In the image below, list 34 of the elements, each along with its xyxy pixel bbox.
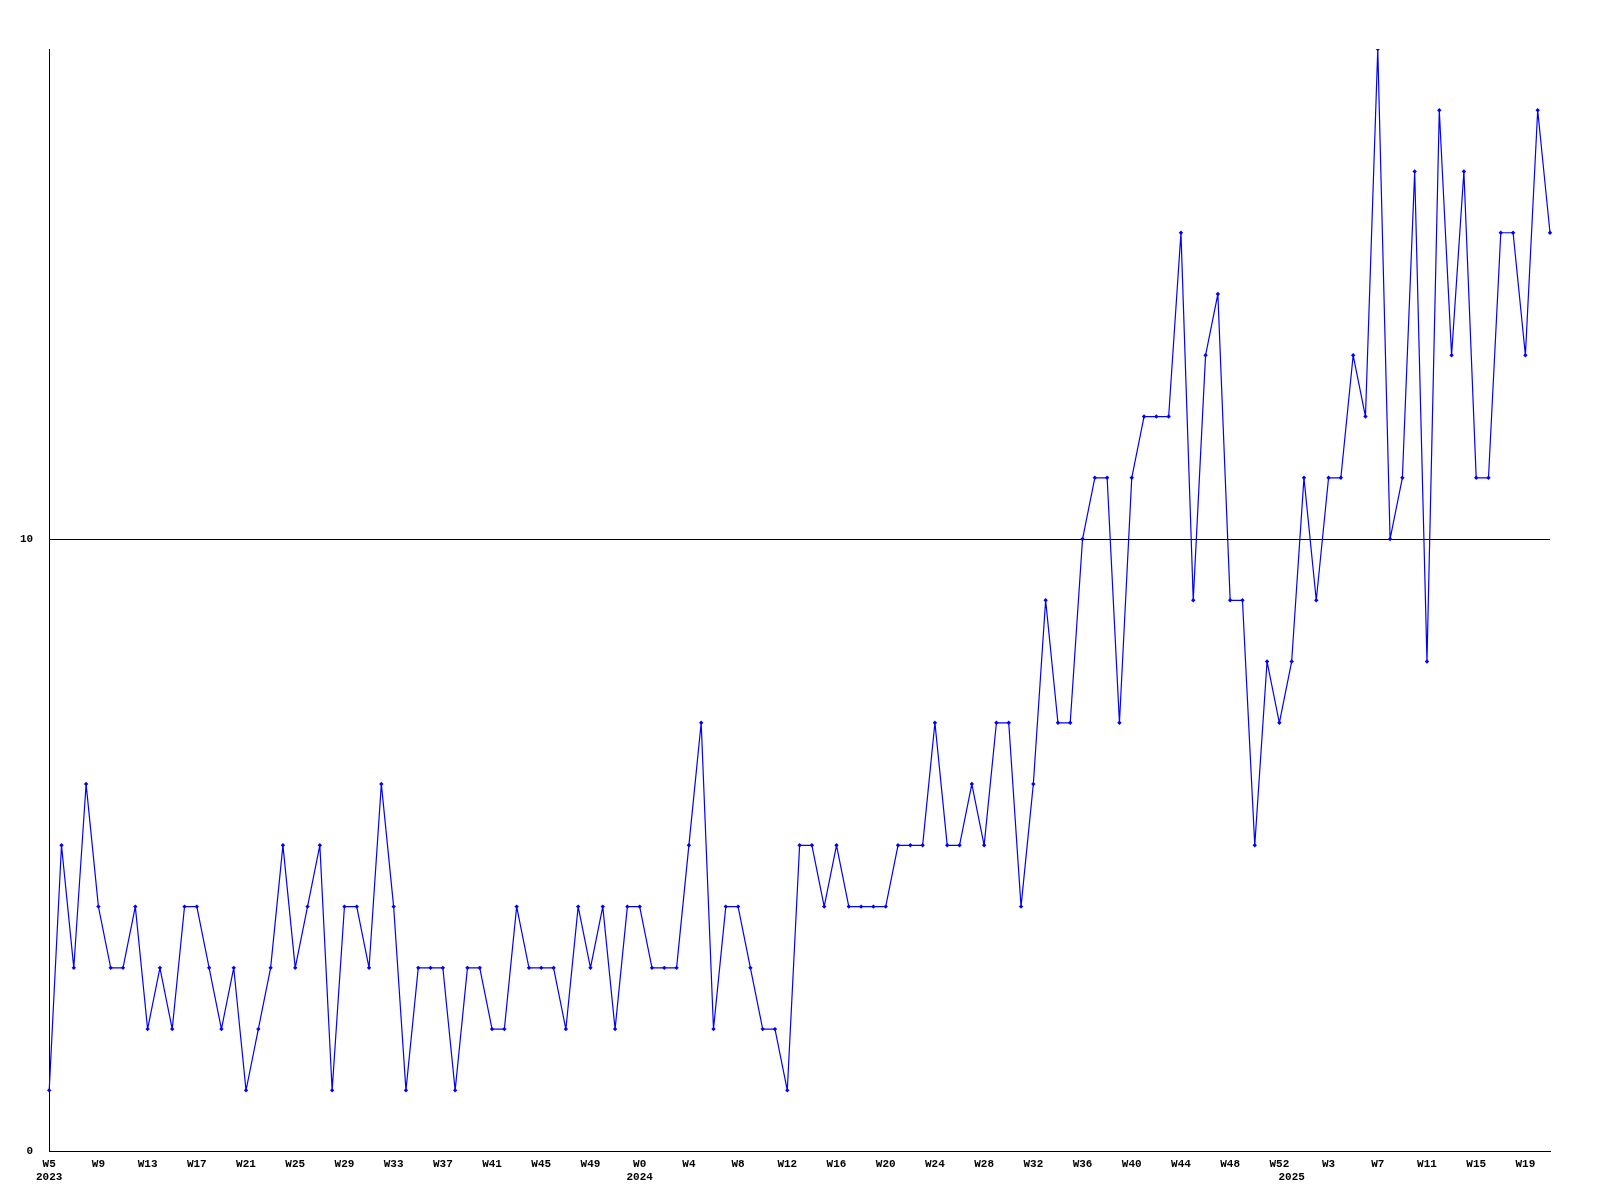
y-tick-label: 0: [26, 1145, 34, 1158]
x-tick-label: W45: [531, 1157, 552, 1170]
x-tick-label: W9: [91, 1157, 106, 1170]
x-tick-label: W4: [682, 1157, 696, 1170]
x-tick-label: W7: [1371, 1157, 1385, 1170]
x-tick-label: W12: [777, 1157, 798, 1170]
x-tick-label: W25: [285, 1157, 306, 1170]
y-tick-label: 10: [20, 532, 34, 545]
x-tick-label: W3: [1321, 1157, 1336, 1170]
x-tick-label: W33: [383, 1157, 404, 1170]
x-tick-label: W19: [1515, 1157, 1536, 1170]
x-tick-label: W28: [974, 1157, 995, 1170]
x-tick-label: W48: [1220, 1157, 1241, 1170]
x-tick-label: 2025: [1278, 1171, 1306, 1184]
x-tick-label: W36: [1072, 1157, 1093, 1170]
x-tick-label: W8: [731, 1157, 746, 1170]
x-tick-label: W41: [482, 1157, 503, 1170]
x-tick-label: W49: [580, 1157, 601, 1170]
x-tick-label: W16: [826, 1157, 847, 1170]
x-tick-label: W44: [1171, 1157, 1192, 1170]
x-tick-label: W52: [1269, 1157, 1290, 1170]
x-tick-label: W29: [334, 1157, 355, 1170]
x-tick-label: W5 2023: [36, 1157, 63, 1184]
x-tick-label: W11: [1417, 1157, 1438, 1170]
x-tick-label: W37: [432, 1157, 453, 1170]
x-tick-label: W15: [1466, 1157, 1487, 1170]
x-tick-label: W20: [875, 1157, 896, 1170]
x-tick-label: W13: [137, 1157, 158, 1170]
x-tick-label: W24: [925, 1157, 946, 1170]
x-tick-label: W17: [186, 1157, 207, 1170]
x-tick-label: W40: [1121, 1157, 1142, 1170]
x-tick-label: W0 2024: [626, 1157, 654, 1184]
x-tick-label: W32: [1023, 1157, 1044, 1170]
x-tick-label: W21: [236, 1157, 257, 1170]
